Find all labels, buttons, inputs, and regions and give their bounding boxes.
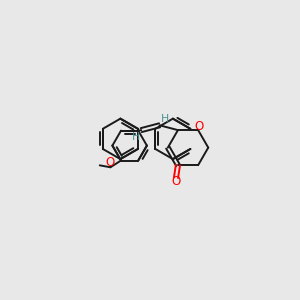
Text: H: H [161, 114, 169, 124]
Text: O: O [171, 175, 181, 188]
Text: H: H [132, 132, 140, 142]
Text: O: O [106, 156, 115, 169]
Text: O: O [195, 120, 204, 133]
